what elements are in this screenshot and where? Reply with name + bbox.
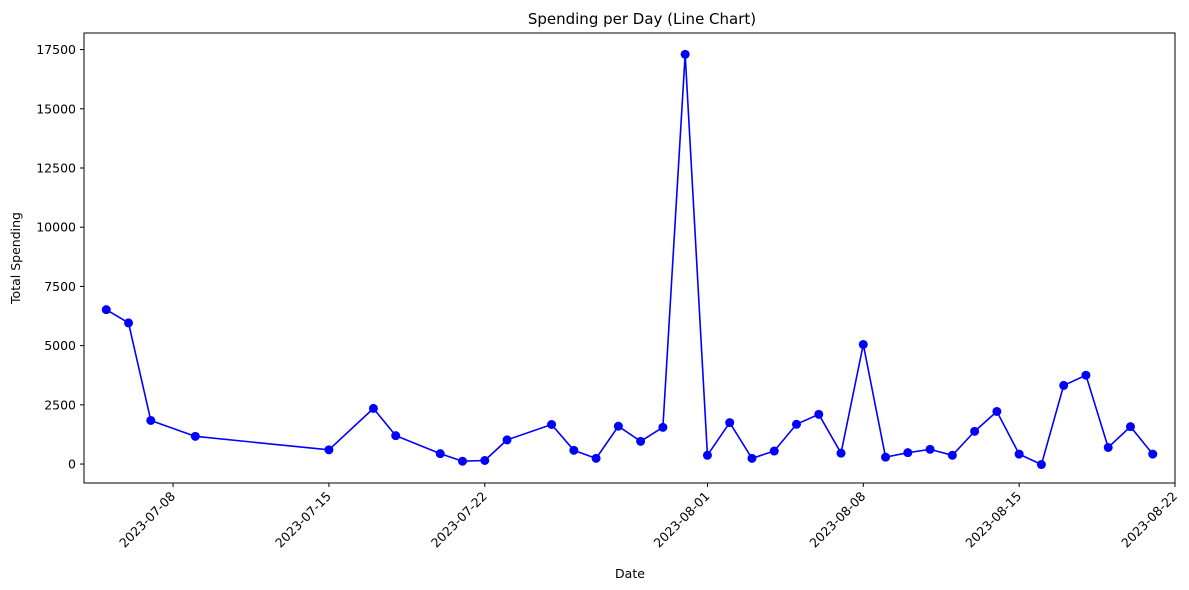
y-axis-title: Total Spending [8,212,23,305]
y-tick-label: 0 [68,457,76,472]
data-point [970,426,980,436]
data-point [480,456,490,465]
data-point [1059,380,1069,390]
data-point [1081,370,1091,380]
y-tick-label: 5000 [44,338,76,353]
data-point [1125,422,1135,432]
data-point [925,444,935,454]
data-point [435,449,445,459]
data-point [391,431,401,441]
data-point [146,415,156,425]
data-point [881,452,891,462]
data-point [747,453,757,463]
data-point [101,305,111,315]
data-point [769,446,779,456]
data-point [613,421,623,431]
y-tick-label: 15000 [36,101,76,116]
y-tick-label: 2500 [44,397,76,412]
y-tick-label: 10000 [36,220,76,235]
data-point [368,403,378,413]
data-point [547,420,557,429]
data-point [636,436,646,446]
data-point [502,435,512,445]
data-point [658,422,668,432]
series-layer [101,49,1158,470]
data-point [324,445,334,455]
data-point [1148,449,1158,459]
data-point [1014,449,1024,459]
data-point [814,409,824,419]
data-point [1103,442,1113,452]
x-axis-title: Date [615,566,645,581]
data-point [458,456,468,466]
y-tick-label: 17500 [36,42,76,57]
data-point [591,453,601,463]
data-point [1036,460,1046,470]
data-point [903,448,913,458]
chart-title: Spending per Day (Line Chart) [528,10,756,28]
data-point [569,445,579,455]
y-tick-label: 7500 [44,279,76,294]
data-point [190,431,200,441]
data-point [680,49,690,59]
y-tick-label: 12500 [36,161,76,176]
plot-frame [83,32,1176,484]
data-point [702,450,712,460]
data-point [947,450,957,460]
data-point [836,448,846,458]
data-point [791,419,801,429]
data-point [725,418,735,428]
data-point [992,406,1002,416]
data-point [124,318,134,328]
data-point [858,339,868,349]
